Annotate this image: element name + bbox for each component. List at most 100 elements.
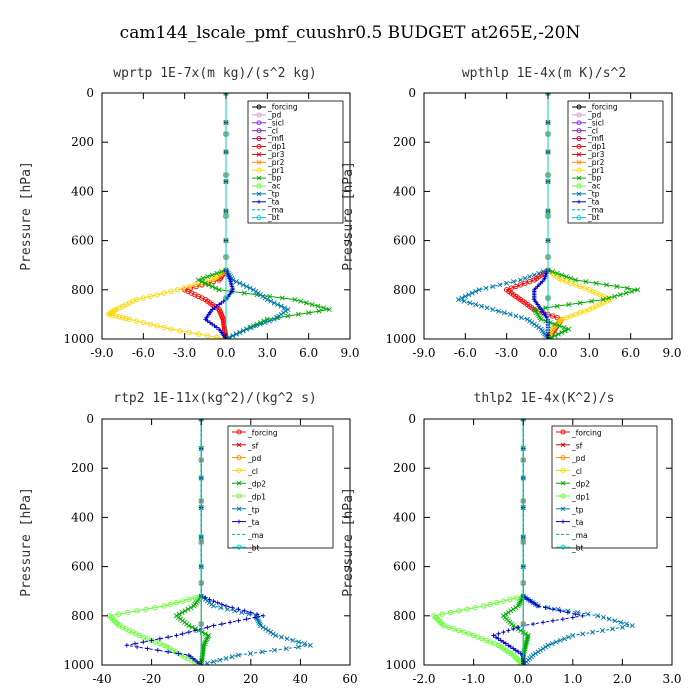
legend-label: _ta <box>247 518 259 527</box>
series-marker <box>326 306 332 312</box>
series-marker <box>271 647 277 653</box>
series-marker <box>212 323 217 329</box>
series-marker <box>209 272 215 278</box>
legend-marker <box>576 144 582 149</box>
series-marker <box>170 647 176 653</box>
series-marker <box>177 328 183 334</box>
series-marker <box>268 629 274 635</box>
series-marker <box>535 603 541 609</box>
series-marker <box>236 618 241 623</box>
series-marker <box>244 284 250 290</box>
series-marker <box>562 328 568 334</box>
y-tick-label: 800 <box>71 283 94 297</box>
series-marker <box>573 277 579 283</box>
series-marker <box>515 657 521 663</box>
series-marker <box>432 614 439 621</box>
series-marker <box>186 283 192 290</box>
series-marker <box>258 623 264 629</box>
series-marker <box>552 333 558 339</box>
series-marker <box>155 648 160 653</box>
series-marker <box>496 636 501 641</box>
series-marker <box>302 641 308 647</box>
series-marker <box>572 282 579 288</box>
series-marker <box>283 308 289 314</box>
series-marker <box>549 313 556 319</box>
series-marker <box>466 292 472 298</box>
series-marker <box>180 631 185 637</box>
series-line-dp1 <box>505 93 563 339</box>
series-marker <box>209 277 215 283</box>
series-marker <box>545 254 551 260</box>
y-tick-label: 600 <box>393 234 416 248</box>
series-marker <box>260 293 266 299</box>
x-tick-label: 3.0 <box>662 672 681 686</box>
series-marker <box>206 282 212 288</box>
series-marker <box>490 284 496 290</box>
series-marker <box>199 629 205 635</box>
series-marker <box>198 457 204 463</box>
series-marker <box>545 642 551 648</box>
series-marker <box>635 287 641 293</box>
series-marker <box>306 310 312 316</box>
y-tick-label: 400 <box>393 184 416 198</box>
x-tick-label: -3.0 <box>173 346 196 360</box>
legend-marker <box>256 152 262 157</box>
series-marker <box>461 298 467 304</box>
series-marker <box>558 608 563 614</box>
series-marker <box>522 280 528 286</box>
series-marker <box>517 282 524 288</box>
series-marker <box>503 641 509 646</box>
legend-marker <box>576 104 582 110</box>
x-tick-label: 0.0 <box>514 672 533 686</box>
series-marker <box>179 610 185 616</box>
series-marker <box>507 311 513 317</box>
legend-label: _cl <box>247 467 258 476</box>
series-marker <box>295 644 301 650</box>
series-marker <box>618 619 624 625</box>
legend-marker <box>560 544 566 550</box>
series-marker <box>559 277 565 283</box>
series-group <box>455 93 641 339</box>
series-marker <box>507 596 513 603</box>
series-marker <box>580 631 586 637</box>
series-marker <box>586 306 592 313</box>
legend-marker <box>256 175 262 181</box>
series-marker <box>223 172 229 178</box>
x-tick-label: 6.0 <box>621 346 640 360</box>
legend-marker <box>236 467 242 473</box>
series-marker <box>525 597 531 602</box>
legend-marker <box>576 175 582 181</box>
series-marker <box>154 292 160 298</box>
series-marker <box>223 295 229 301</box>
legend-marker <box>561 519 565 524</box>
series-marker <box>154 323 160 329</box>
series-marker <box>185 606 191 612</box>
series-marker <box>494 600 500 606</box>
legend-marker <box>576 112 582 118</box>
legend-label: _bt <box>267 213 280 222</box>
series-marker <box>550 607 556 612</box>
series-marker <box>141 639 146 645</box>
legend-label: _dp1 <box>571 493 590 502</box>
y-tick-label: 1000 <box>63 332 94 346</box>
x-tick-label: -6.0 <box>454 346 477 360</box>
series-marker <box>147 321 153 327</box>
series-marker <box>434 616 440 622</box>
legend-label: _sf <box>247 441 259 450</box>
series-marker <box>580 613 585 618</box>
series-marker <box>168 326 174 332</box>
series-marker <box>473 302 479 308</box>
series-marker <box>275 302 281 308</box>
series-marker <box>230 605 235 610</box>
legend-box <box>551 425 658 549</box>
series-marker <box>522 275 528 281</box>
series-marker <box>617 292 623 298</box>
series-marker <box>557 637 563 643</box>
series-marker <box>282 305 288 311</box>
legend-marker <box>576 120 582 126</box>
series-marker <box>278 303 284 309</box>
series-marker <box>533 602 538 607</box>
series-marker <box>577 310 583 316</box>
legend-box <box>227 425 334 549</box>
x-tick-label: 0.0 <box>216 346 235 360</box>
